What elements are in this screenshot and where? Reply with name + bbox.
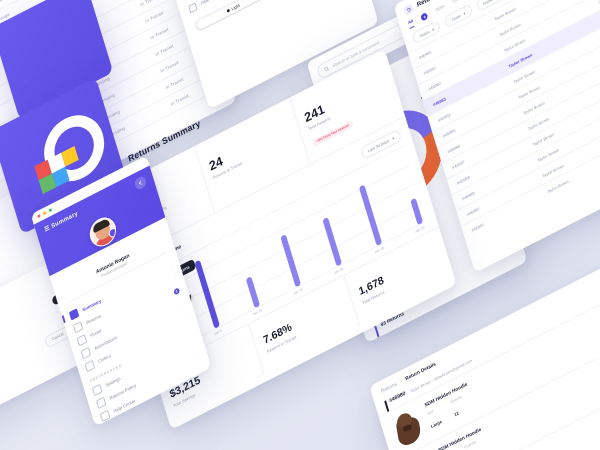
chart-bar[interactable] (359, 184, 383, 247)
chart-bar[interactable] (246, 276, 261, 309)
chevron-right-icon: › (173, 274, 177, 281)
search-input[interactable]: Search or type a command (315, 0, 457, 80)
returns-icon (403, 3, 415, 17)
close-icon[interactable] (37, 213, 42, 219)
qty-value: 12 (453, 410, 460, 418)
chart-bar[interactable] (322, 216, 342, 267)
chevron-right-icon: › (181, 300, 185, 306)
menu-item-label: Help Center (200, 0, 223, 6)
qty-key: Quantity (449, 394, 463, 405)
order-id: #46980 (388, 390, 407, 405)
sun-icon (226, 8, 231, 13)
legend-color-bar (373, 324, 380, 338)
sidebar-window[interactable]: ☰ Summary Antonio Rogan Product Designer… (30, 155, 212, 427)
chevron-down-icon: ▾ (431, 26, 435, 32)
chevron-down-icon: ▾ (391, 135, 395, 141)
sidebar-badge: 3 (172, 287, 181, 296)
chart-range-label: Last 30 Days (367, 138, 390, 154)
qty-key: Quantity (463, 439, 477, 450)
search-icon (324, 66, 330, 71)
orders-icon (84, 359, 96, 372)
chevron-right-icon: › (196, 350, 200, 356)
avatar[interactable] (86, 212, 120, 252)
maximize-icon[interactable] (48, 207, 53, 213)
brand-logo-icon (26, 104, 112, 195)
size-key: Size (426, 409, 435, 417)
hamburger-icon[interactable]: ☰ (44, 225, 51, 234)
chart-bar[interactable] (280, 233, 302, 288)
help-center-icon (99, 409, 111, 422)
chart-bar[interactable] (193, 259, 220, 329)
chevron-down-icon: ▾ (462, 10, 466, 16)
hoodie-product-image (390, 406, 426, 450)
size-value: Large (430, 419, 443, 430)
theme-light-label: Light (230, 2, 241, 11)
sidebar-item-label: Orders (97, 352, 112, 364)
collapse-button[interactable] (133, 174, 148, 192)
minimize-icon[interactable] (42, 210, 47, 216)
chevron-right-icon: › (185, 313, 189, 319)
theme-toggle[interactable]: Light Dark (193, 0, 348, 33)
sidebar-header: ☰ Summary (33, 165, 166, 277)
sidebar-title: Summary (50, 211, 79, 230)
chevron-right-icon: › (169, 261, 173, 268)
breadcrumb-separator-icon: › (399, 378, 403, 385)
sidebar-item-label: Portal (89, 327, 102, 338)
help-icon (188, 1, 198, 13)
command-search-bar[interactable]: Search or type a command ⌘ Find (306, 0, 494, 91)
